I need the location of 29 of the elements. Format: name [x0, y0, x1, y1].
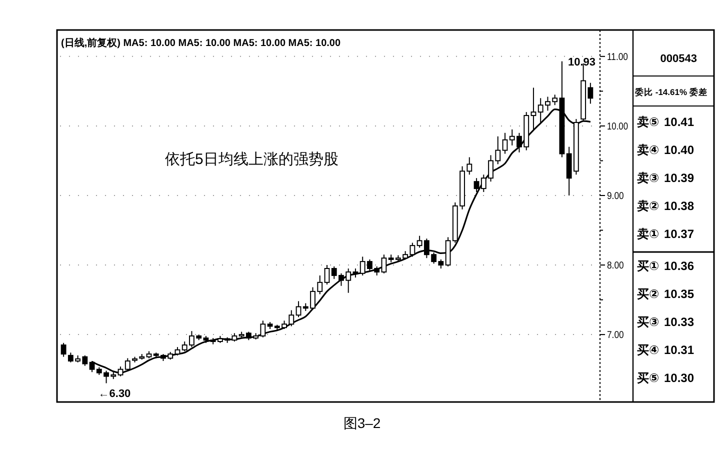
annotation: 10.93	[568, 56, 596, 68]
y-tick-label: 7.00	[607, 330, 626, 342]
candlestick	[474, 178, 480, 193]
text: 卖⑤ 10.41	[637, 115, 694, 129]
text: 卖② 10.38	[637, 199, 694, 213]
text: 000543	[660, 53, 697, 65]
y-tick-label: 10.00	[607, 121, 632, 132]
text: 卖④ 10.40	[637, 143, 694, 157]
candlestick	[60, 342, 66, 358]
candlestick	[502, 132, 508, 154]
candlestick	[296, 300, 302, 318]
text: 委比 -14.61% 委差	[634, 87, 708, 97]
candlestick	[352, 268, 358, 278]
annotation: 依托5日均线上涨的强势股	[165, 151, 338, 168]
candlestick	[381, 254, 387, 274]
text: 买⑤ 10.30	[637, 371, 694, 385]
text: (日线,前复权) MA5: 10.00 MA5: 10.00 MA5: 10.00 MA5: 10.00	[61, 37, 341, 49]
text: 买④ 10.31	[637, 343, 694, 357]
text: 买③ 10.33	[637, 315, 694, 329]
text: 卖③ 10.39	[637, 171, 694, 185]
caption: 图3–2	[343, 415, 381, 431]
candlestick	[324, 264, 330, 285]
text: 买② 10.35	[637, 287, 694, 301]
annotation: ←6.30	[98, 388, 131, 400]
y-tick-label: 9.00	[607, 190, 626, 202]
text: 卖① 10.37	[637, 227, 694, 241]
y-tick-label: 11.00	[607, 52, 632, 63]
y-tick-label: 8.00	[607, 260, 626, 272]
text: 买① 10.36	[637, 259, 694, 273]
